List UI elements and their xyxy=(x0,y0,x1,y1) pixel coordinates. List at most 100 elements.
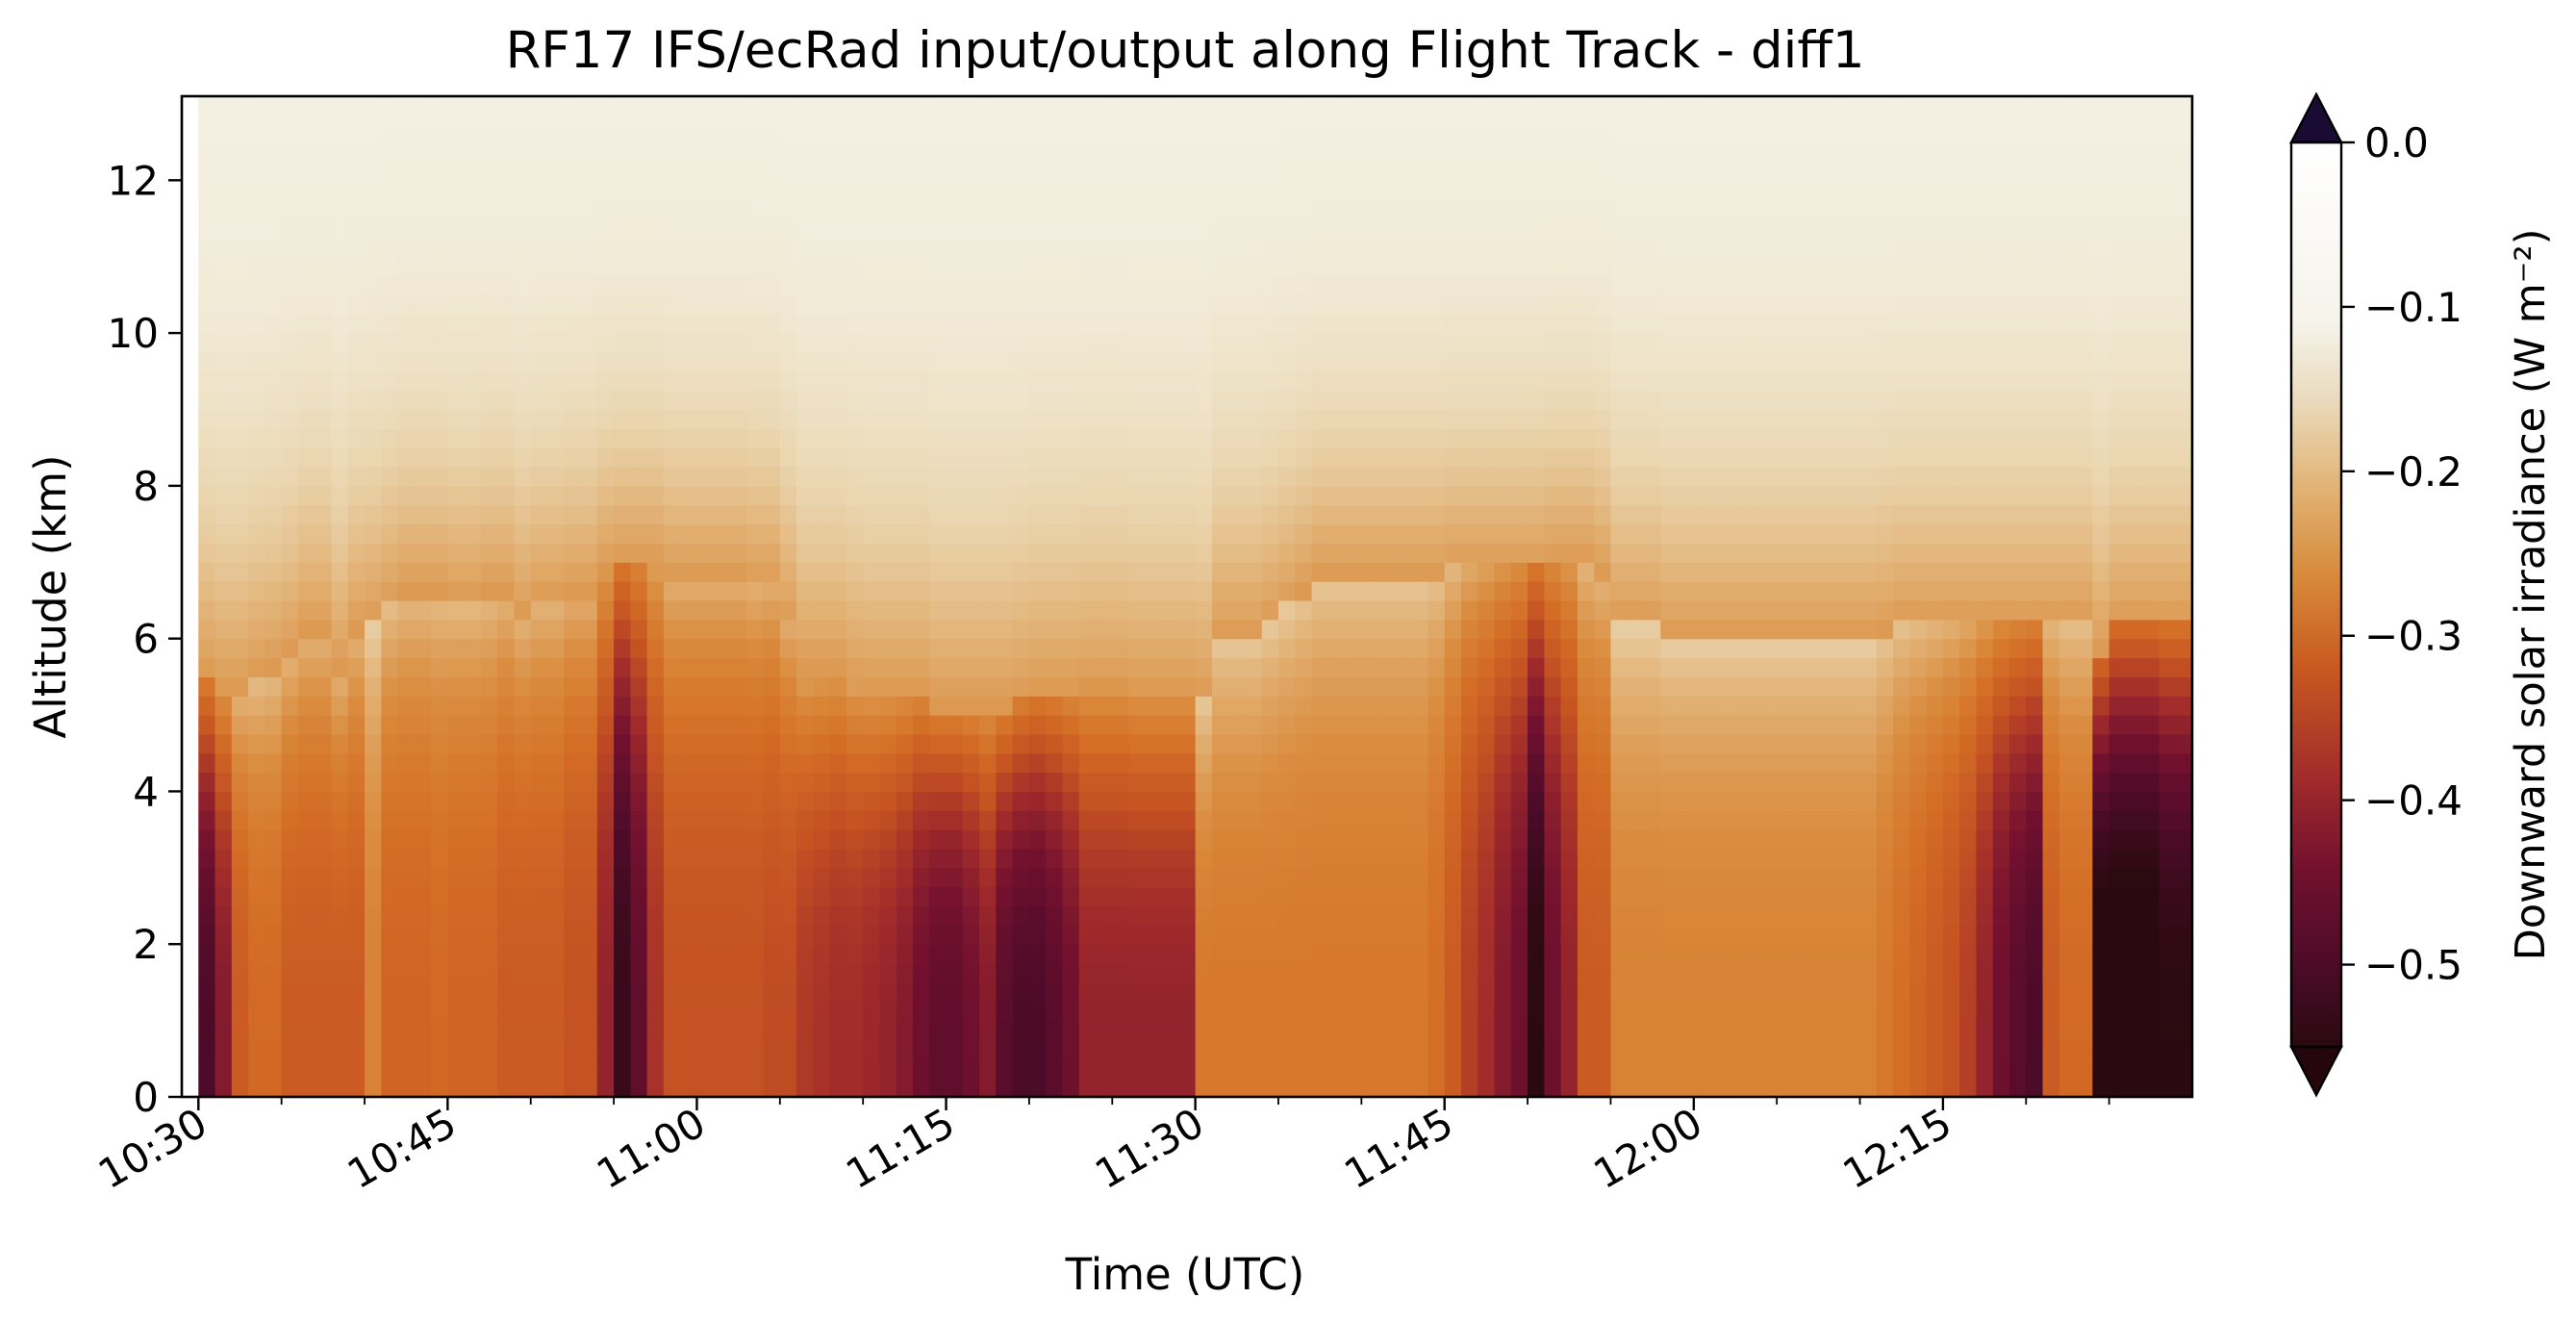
heatmap-cell xyxy=(365,886,382,907)
heatmap-cell xyxy=(447,638,466,659)
heatmap-cell xyxy=(1677,96,1695,105)
heatmap-cell xyxy=(265,791,283,811)
heatmap-cell xyxy=(1411,752,1429,774)
heatmap-cell xyxy=(1162,485,1179,506)
heatmap-cell xyxy=(1096,467,1113,487)
heatmap-cell xyxy=(1444,715,1462,735)
heatmap-cell xyxy=(663,848,681,869)
heatmap-cell xyxy=(464,199,482,219)
heatmap-cell xyxy=(414,733,432,754)
heatmap-cell xyxy=(1710,981,1728,1003)
heatmap-cell xyxy=(979,199,997,219)
heatmap-cell xyxy=(1178,1020,1197,1041)
heatmap-cell xyxy=(530,467,548,487)
heatmap-cell xyxy=(663,409,681,429)
heatmap-cell xyxy=(265,543,283,563)
heatmap-cell xyxy=(713,905,731,926)
heatmap-cell xyxy=(248,504,265,525)
heatmap-cell xyxy=(1528,199,1545,219)
heatmap-cell xyxy=(231,256,249,277)
heatmap-cell xyxy=(1112,905,1130,926)
heatmap-cell xyxy=(796,333,814,353)
heatmap-cell xyxy=(414,810,432,830)
heatmap-cell xyxy=(215,1001,233,1022)
heatmap-cell xyxy=(996,447,1014,468)
heatmap-cell xyxy=(347,1001,366,1022)
heatmap-cell xyxy=(1311,715,1329,735)
heatmap-cell xyxy=(962,218,980,239)
heatmap-cell xyxy=(663,886,681,907)
heatmap-cell xyxy=(646,504,665,525)
heatmap-cell xyxy=(1278,314,1296,334)
heatmap-cell xyxy=(1228,199,1247,219)
heatmap-cell xyxy=(696,638,715,659)
heatmap-cell xyxy=(1510,256,1528,277)
heatmap-cell xyxy=(879,944,897,964)
heatmap-cell xyxy=(1112,467,1130,487)
heatmap-cell xyxy=(564,562,582,582)
heatmap-cell xyxy=(1178,390,1197,411)
heatmap-cell xyxy=(1311,638,1329,659)
heatmap-cell xyxy=(1261,103,1279,124)
heatmap-cell xyxy=(231,218,249,239)
heatmap-cell xyxy=(614,141,631,163)
heatmap-cell xyxy=(347,409,366,429)
heatmap-cell xyxy=(1494,275,1512,296)
heatmap-cell xyxy=(1444,370,1462,392)
heatmap-cell xyxy=(1510,581,1528,601)
heatmap-cell xyxy=(1012,409,1030,429)
heatmap-cell xyxy=(1510,122,1528,143)
heatmap-cell xyxy=(480,963,498,983)
heatmap-cell xyxy=(265,829,283,850)
heatmap-cell xyxy=(1411,543,1429,563)
heatmap-cell xyxy=(381,467,399,487)
heatmap-cell xyxy=(1444,791,1462,811)
heatmap-cell xyxy=(381,447,399,468)
heatmap-cell xyxy=(1211,275,1229,296)
heatmap-cell xyxy=(297,467,316,487)
heatmap-cell xyxy=(1427,523,1446,545)
heatmap-cell xyxy=(1377,981,1396,1003)
heatmap-cell xyxy=(1560,256,1578,277)
heatmap-cell xyxy=(1644,409,1661,429)
heatmap-cell xyxy=(1660,314,1679,334)
heatmap-cell xyxy=(480,180,498,200)
heatmap-cell xyxy=(514,944,532,964)
heatmap-cell xyxy=(630,905,648,926)
heatmap-cell xyxy=(365,619,382,640)
heatmap-cell xyxy=(414,676,432,697)
heatmap-cell xyxy=(431,218,448,239)
heatmap-cell xyxy=(1261,199,1279,219)
heatmap-cell xyxy=(231,122,249,143)
heatmap-cell xyxy=(1128,619,1147,640)
heatmap-cell xyxy=(1046,256,1064,277)
heatmap-cell xyxy=(962,772,980,793)
heatmap-cell xyxy=(979,619,997,640)
heatmap-cell xyxy=(1494,905,1512,926)
heatmap-cell xyxy=(381,370,399,392)
heatmap-cell xyxy=(1394,981,1412,1003)
heatmap-cell xyxy=(863,122,881,143)
heatmap-cell xyxy=(580,715,598,735)
heatmap-cell xyxy=(1743,848,1761,869)
heatmap-cell xyxy=(813,543,831,563)
heatmap-cell xyxy=(996,122,1014,143)
heatmap-cell xyxy=(1693,638,1711,659)
heatmap-cell xyxy=(763,256,781,277)
heatmap-cell xyxy=(646,733,665,754)
heatmap-cell xyxy=(1361,1078,1379,1098)
heatmap-cell xyxy=(514,905,532,926)
heatmap-cell xyxy=(680,772,698,793)
heatmap-cell xyxy=(331,447,349,468)
heatmap-cell xyxy=(1096,1020,1113,1041)
heatmap-cell xyxy=(1278,122,1296,143)
heatmap-cell xyxy=(1727,428,1745,448)
heatmap-cell xyxy=(1112,141,1130,163)
heatmap-cell xyxy=(1727,294,1745,315)
heatmap-cell xyxy=(580,772,598,793)
heatmap-cell xyxy=(1727,676,1745,697)
heatmap-cell xyxy=(879,810,897,830)
heatmap-cell xyxy=(946,504,964,525)
heatmap-cell xyxy=(896,161,914,181)
heatmap-cell xyxy=(696,657,715,677)
